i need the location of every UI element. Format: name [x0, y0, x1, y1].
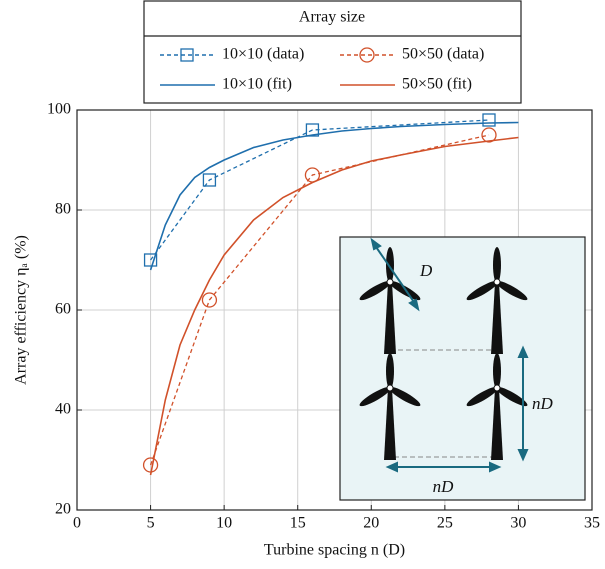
plot-lines [142, 113, 519, 476]
x-tick-label: 25 [437, 515, 453, 532]
inset: D nD nD [339, 236, 586, 501]
series-line [149, 136, 519, 476]
y-tick-label: 20 [55, 501, 71, 518]
legend-label: 50×50 (data) [402, 46, 484, 63]
hub [493, 384, 501, 392]
blade [359, 280, 391, 301]
arrowhead [370, 237, 382, 251]
marker [482, 113, 496, 127]
tower [384, 282, 396, 354]
marker [305, 123, 320, 137]
legend-marker [359, 47, 375, 63]
series-line [149, 121, 519, 271]
legend-label: 50×50 (fit) [402, 76, 472, 93]
blade [466, 280, 498, 301]
arrows [370, 237, 529, 473]
hub [386, 278, 394, 286]
blade [389, 280, 421, 301]
y-tick-label: 100 [47, 101, 71, 118]
turbines [359, 247, 528, 460]
d-arrow [373, 243, 417, 306]
inset-label: nD [433, 477, 455, 496]
blade [466, 386, 498, 407]
x-tick-label: 30 [510, 515, 526, 532]
marker [202, 173, 217, 187]
y-tick-label: 60 [55, 301, 71, 318]
tower [491, 388, 503, 460]
y-tick-label: 80 [55, 201, 71, 218]
marker [143, 253, 158, 267]
x-tick-label: 20 [363, 515, 379, 532]
marker [481, 127, 497, 143]
x-tick-label: 0 [73, 515, 81, 532]
blade [386, 353, 394, 389]
arrowhead [517, 345, 529, 358]
tower [491, 282, 503, 354]
blade [389, 386, 421, 407]
blade [493, 247, 501, 283]
legend-marker [180, 48, 194, 62]
arrowhead [385, 461, 398, 473]
x-tick-label: 10 [216, 515, 232, 532]
blade [386, 247, 394, 283]
marker [201, 292, 218, 308]
tower [384, 388, 396, 460]
series-line [150, 119, 490, 261]
blade [359, 386, 391, 407]
arrowhead [489, 461, 502, 473]
x-tick-label: 35 [584, 515, 600, 532]
x-tick-label: 5 [147, 515, 155, 532]
legend-label: 10×10 (fit) [222, 76, 292, 93]
inset-label: nD [532, 394, 554, 413]
legend-label: 10×10 (data) [222, 46, 304, 63]
blade [496, 280, 528, 301]
hub [386, 384, 394, 392]
legend-title: Array size [299, 9, 365, 26]
legend-frame [143, 0, 522, 104]
arrowhead [517, 449, 529, 462]
arrowhead [408, 298, 420, 312]
plot-frame [76, 109, 593, 511]
blade [496, 386, 528, 407]
x-tick-label: 15 [290, 515, 306, 532]
hub [493, 278, 501, 286]
y-tick-label: 40 [55, 401, 71, 418]
x-axis-label: Turbine spacing n (D) [264, 542, 405, 559]
y-axis-label: Array efficiency ηₐ (%) [13, 235, 30, 385]
blade [493, 353, 501, 389]
inset-frame [339, 236, 586, 501]
inset-label: D [419, 261, 433, 280]
